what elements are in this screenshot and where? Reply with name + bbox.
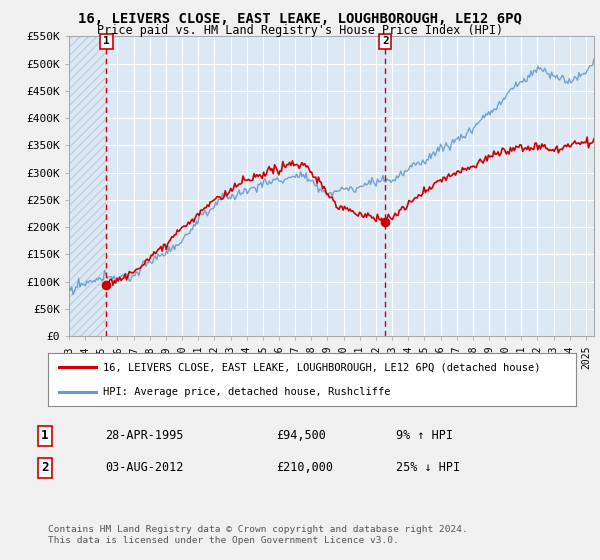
Text: Contains HM Land Registry data © Crown copyright and database right 2024.
This d: Contains HM Land Registry data © Crown c…: [48, 525, 468, 545]
Text: 1: 1: [41, 429, 49, 442]
Text: £210,000: £210,000: [276, 461, 333, 474]
Text: Price paid vs. HM Land Registry's House Price Index (HPI): Price paid vs. HM Land Registry's House …: [97, 24, 503, 37]
Text: 28-APR-1995: 28-APR-1995: [105, 429, 184, 442]
Text: £94,500: £94,500: [276, 429, 326, 442]
Text: 16, LEIVERS CLOSE, EAST LEAKE, LOUGHBOROUGH, LE12 6PQ: 16, LEIVERS CLOSE, EAST LEAKE, LOUGHBORO…: [78, 12, 522, 26]
Text: 03-AUG-2012: 03-AUG-2012: [105, 461, 184, 474]
Text: 16, LEIVERS CLOSE, EAST LEAKE, LOUGHBOROUGH, LE12 6PQ (detached house): 16, LEIVERS CLOSE, EAST LEAKE, LOUGHBORO…: [103, 362, 541, 372]
Text: 2: 2: [41, 461, 49, 474]
Text: 1: 1: [103, 36, 110, 46]
Text: 2: 2: [382, 36, 389, 46]
Text: 9% ↑ HPI: 9% ↑ HPI: [396, 429, 453, 442]
Text: HPI: Average price, detached house, Rushcliffe: HPI: Average price, detached house, Rush…: [103, 386, 391, 396]
Text: 25% ↓ HPI: 25% ↓ HPI: [396, 461, 460, 474]
Bar: [69, 36, 106, 336]
